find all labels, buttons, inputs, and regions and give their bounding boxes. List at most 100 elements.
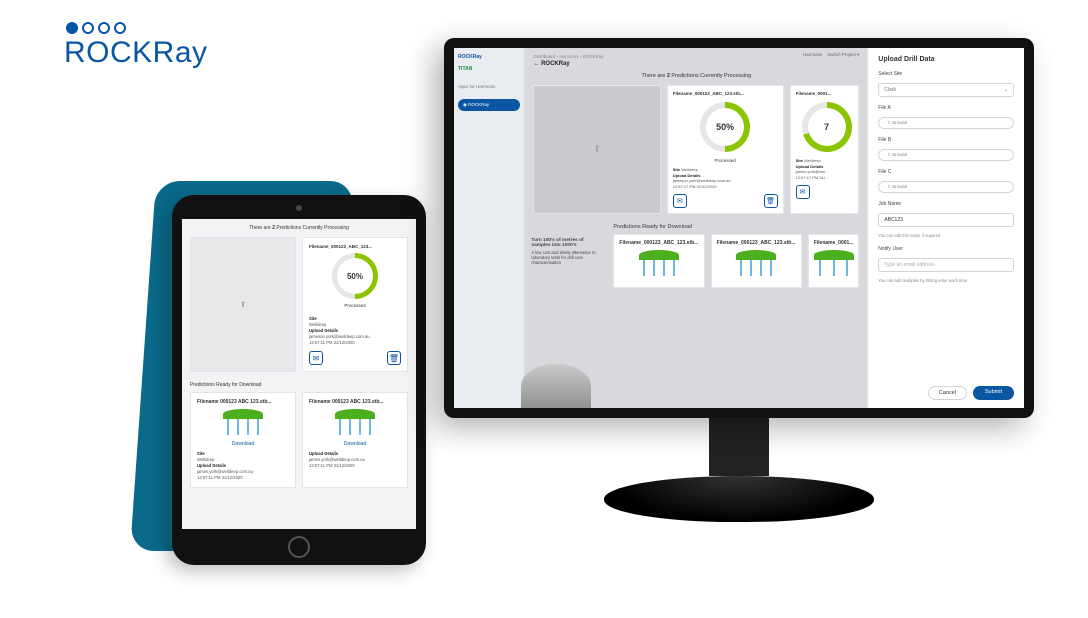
site-value: Welldeep [197,457,214,462]
notify-user-hint: You can add multiples by hitting enter e… [878,278,1014,283]
filename-label: Filename_000123_ABC_123.stb... [619,240,698,246]
drill-icon [335,409,375,437]
processing-header-post: Predictions Currently Processing [275,225,349,231]
progress-percent: 7 [802,102,852,152]
main-content: Harmonix Switch Project ▾ Dashboard › Ha… [525,48,867,408]
job-name-input[interactable]: ABC123 [878,213,1014,227]
download-card[interactable]: Filename_000123_ABC_123.stb... [613,234,704,288]
sidebar: ROCKRay TITAN Apps for Harmonix ◉ ROCKRa… [454,48,525,408]
filename-label: Filename_000123_ABC_123.stb... [673,91,778,96]
processing-card[interactable]: Filename_000123_ABC_123.stb... 50% Proce… [667,85,784,214]
site-label: Site [673,167,680,172]
upload-time: 12:57:11 PM 31/12/2020 [309,340,355,345]
filename-label: Filename_000123_ABC_123.stb... [717,240,796,246]
panel-title: Upload Drill Data [878,56,1014,63]
monitor-frame: ROCKRay TITAN Apps for Harmonix ◉ ROCKRa… [444,38,1034,418]
monitor-neck [709,416,769,476]
processing-header-pre: There are [641,73,666,79]
drill-icon [736,250,776,278]
upload-time: 12:57:17 PM 31/... [796,175,829,180]
processing-card[interactable]: Filename_000123_ABC_123... 50% Processed… [302,237,408,372]
site-value: Welldeep [804,158,821,163]
progress-ring-icon: 50% [700,102,750,152]
tablet-screen: There are 2 Predictions Currently Proces… [182,219,416,529]
blurb-body: A low cost and timely alternative to lab… [531,250,595,265]
upload-email: jameson.york@welldeep.com.au [673,178,731,183]
progress-ring-icon: 50% [332,253,378,299]
download-card[interactable]: Filename 000123 ABC 123.stb... Download … [302,392,408,487]
nav-switch-project[interactable]: Switch Project ▾ [827,52,859,57]
select-site-dropdown[interactable]: Clark ⌄ [878,83,1014,97]
notify-placeholder: Type an email address [884,262,934,268]
tablet-front-device: There are 2 Predictions Currently Proces… [172,195,426,565]
upload-time: 12:57:11 PM 31/12/2020 [197,475,243,480]
home-button-icon[interactable] [288,536,310,558]
processing-header-pre: There are [249,225,272,231]
delete-icon[interactable]: 🗑 [764,194,778,208]
upload-time: 12:57:17 PM 31/12/2020 [673,184,717,189]
card-meta: Site Welldeep Upload Details jameson.yor… [309,316,401,345]
marketing-blurb: Turn 100's of metres of samples into 100… [531,238,601,265]
upload-panel: Upload Drill Data Select Site Clark ⌄ Fi… [867,48,1024,408]
mail-icon[interactable]: ✉ [309,351,323,365]
processed-label: Processed [344,303,365,308]
upload-time: 12:57:11 PM 31/12/2020 [309,463,355,468]
upload-email: jameson.york@welldeep.com.au [309,334,370,339]
placeholder-card: ⬆ [533,85,660,214]
top-nav: Harmonix Switch Project ▾ [803,52,859,58]
processing-card-partial[interactable]: Filename_0001... 7 Site Welldeep Upload … [790,85,860,214]
placeholder-card: ⬆ [190,237,296,372]
processing-header: There are 2 Predictions Currently Proces… [182,219,416,237]
rock-illustration-icon [521,364,591,408]
progress-ring-icon: 7 [802,102,852,152]
upload-email: james.york@welldeep.com.au [309,457,365,462]
filename-label: Filename 000123 ABC 123.stb... [309,399,401,405]
upload-label: Upload Details [673,173,701,178]
file-c-label: File C [878,169,1014,175]
mail-icon[interactable]: ✉ [796,185,810,199]
partner-logo: TITAN [458,66,520,72]
logo-dots-icon [66,22,208,34]
cancel-button[interactable]: Cancel [928,386,967,400]
drill-icon [223,409,263,437]
filename-label: Filename_0001... [814,240,854,246]
filename-label: Filename 000123 ABC 123.stb... [197,399,289,405]
notify-user-label: Notify User [878,246,1014,252]
mail-icon[interactable]: ✉ [673,194,687,208]
breadcrumb-path[interactable]: Dashboard › Harmonix › ROCKRay [533,54,603,59]
sidebar-item-rockray[interactable]: ◉ ROCKRay [458,99,520,111]
job-name-label: Job Name [878,201,1014,207]
processed-label: Processed [673,158,778,163]
drill-icon [639,250,679,278]
download-link[interactable]: Download [309,441,401,447]
upload-placeholder-icon: ⬆ [593,144,601,155]
site-value: Welldeep [681,167,698,172]
download-link[interactable]: Download [197,441,289,447]
delete-icon[interactable]: 🗑 [387,351,401,365]
download-card[interactable]: Filename 000123 ABC 123.stb... Download … [190,392,296,487]
ready-header: Predictions Ready for Download [182,372,416,392]
monitor-device: ROCKRay TITAN Apps for Harmonix ◉ ROCKRa… [444,38,1034,522]
select-site-value: Clark [884,87,896,93]
logo-text: ROCKRay [64,36,208,70]
notify-user-input[interactable]: Type an email address [878,258,1014,272]
monitor-screen: ROCKRay TITAN Apps for Harmonix ◉ ROCKRa… [454,48,1024,408]
progress-percent: 50% [700,102,750,152]
download-card-partial[interactable]: Filename_0001... [808,234,860,288]
site-value: Welldeep [309,322,326,327]
drill-icon [814,250,854,278]
progress-percent: 50% [332,253,378,299]
nav-harmonix[interactable]: Harmonix [803,52,822,57]
browse-file-a-button[interactable]: ⇧ Browse [878,117,1014,129]
submit-button[interactable]: Submit [973,386,1014,400]
brand-logo: ROCKRay [64,22,208,70]
sidebar-section-label: Apps for Harmonix [458,84,520,89]
camera-icon [296,205,302,211]
brand-small: ROCKRay [458,54,520,60]
processing-header-post: Predictions Currently Processing [670,73,751,79]
browse-file-c-button[interactable]: ⇧ Browse [878,181,1014,193]
page-title: ← ROCKRay [533,61,859,67]
ready-header: Predictions Ready for Download [613,224,859,230]
browse-file-b-button[interactable]: ⇧ Browse [878,149,1014,161]
download-card[interactable]: Filename_000123_ABC_123.stb... [711,234,802,288]
